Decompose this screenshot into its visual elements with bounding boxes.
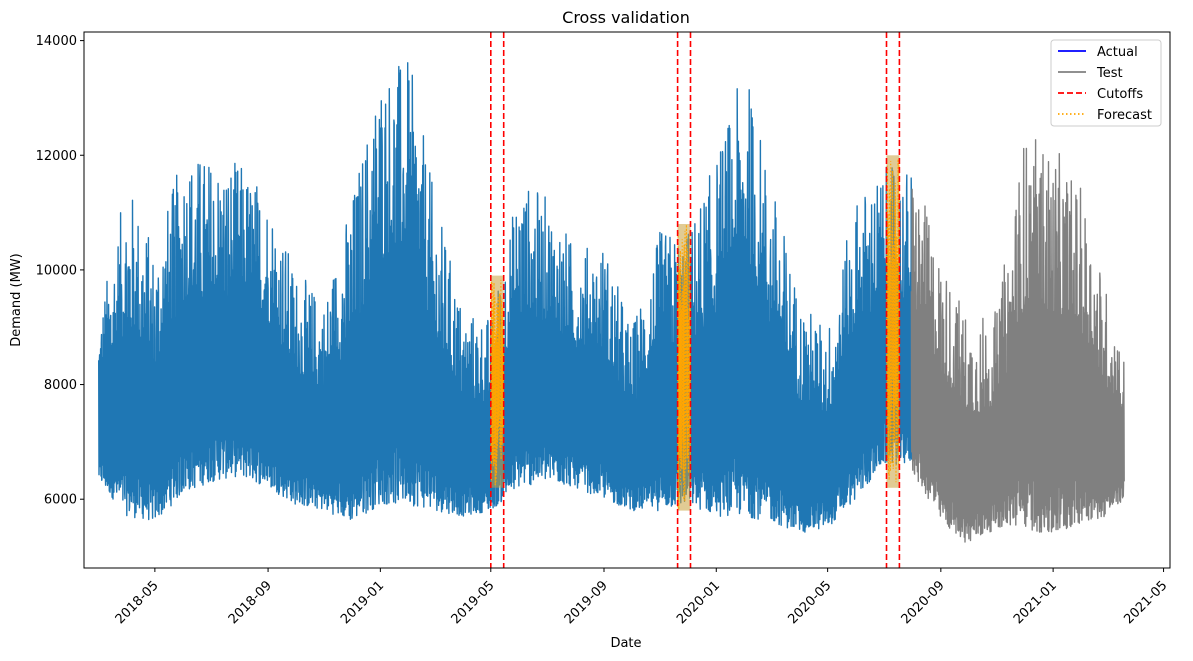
legend-box [1050,39,1162,127]
x-tick-label: 2021-05 [1121,578,1170,627]
x-tick-label: 2021-01 [1011,578,1060,627]
legend-label-test: Test [1096,66,1123,81]
series-layer [98,62,1125,543]
test-series-line [910,139,1125,543]
y-tick-label: 8000 [44,378,77,393]
x-tick-label: 2020-09 [899,578,948,627]
chart-title: Cross validation [562,8,690,27]
legend-label-forecast: Forecast [1097,108,1152,123]
legend: Actual Test Cutoffs Forecast [1050,39,1162,127]
x-tick-label: 2020-01 [674,578,723,627]
legend-label-actual: Actual [1097,45,1138,60]
forecast-line-3 [885,159,900,483]
y-axis: 6000 8000 10000 12000 14000 [36,34,84,508]
forecast-line-1 [490,279,505,486]
actual-series-line [98,62,913,533]
x-tick-label: 2019-09 [562,578,611,627]
y-tick-label: 10000 [36,263,77,278]
y-tick-label: 14000 [36,34,77,49]
x-tick-label: 2020-05 [785,578,834,627]
cutoff-layer [489,32,901,568]
y-axis-title: Demand (MW) [9,253,24,346]
x-axis-title: Date [610,636,641,651]
x-axis: 2018-05 2018-09 2019-01 2019-05 2019-09 2020-… [113,568,1170,627]
y-tick-label: 6000 [44,493,77,508]
x-tick-label: 2019-05 [449,578,498,627]
x-tick-label: 2018-05 [113,578,162,627]
y-tick-label: 12000 [36,149,77,164]
legend-label-cutoffs: Cutoffs [1097,87,1143,102]
x-tick-label: 2018-09 [226,578,275,627]
plot-area [98,32,1125,568]
forecast-line-2 [677,224,692,510]
plot-frame [83,31,1171,569]
x-tick-label: 2019-01 [338,578,387,627]
